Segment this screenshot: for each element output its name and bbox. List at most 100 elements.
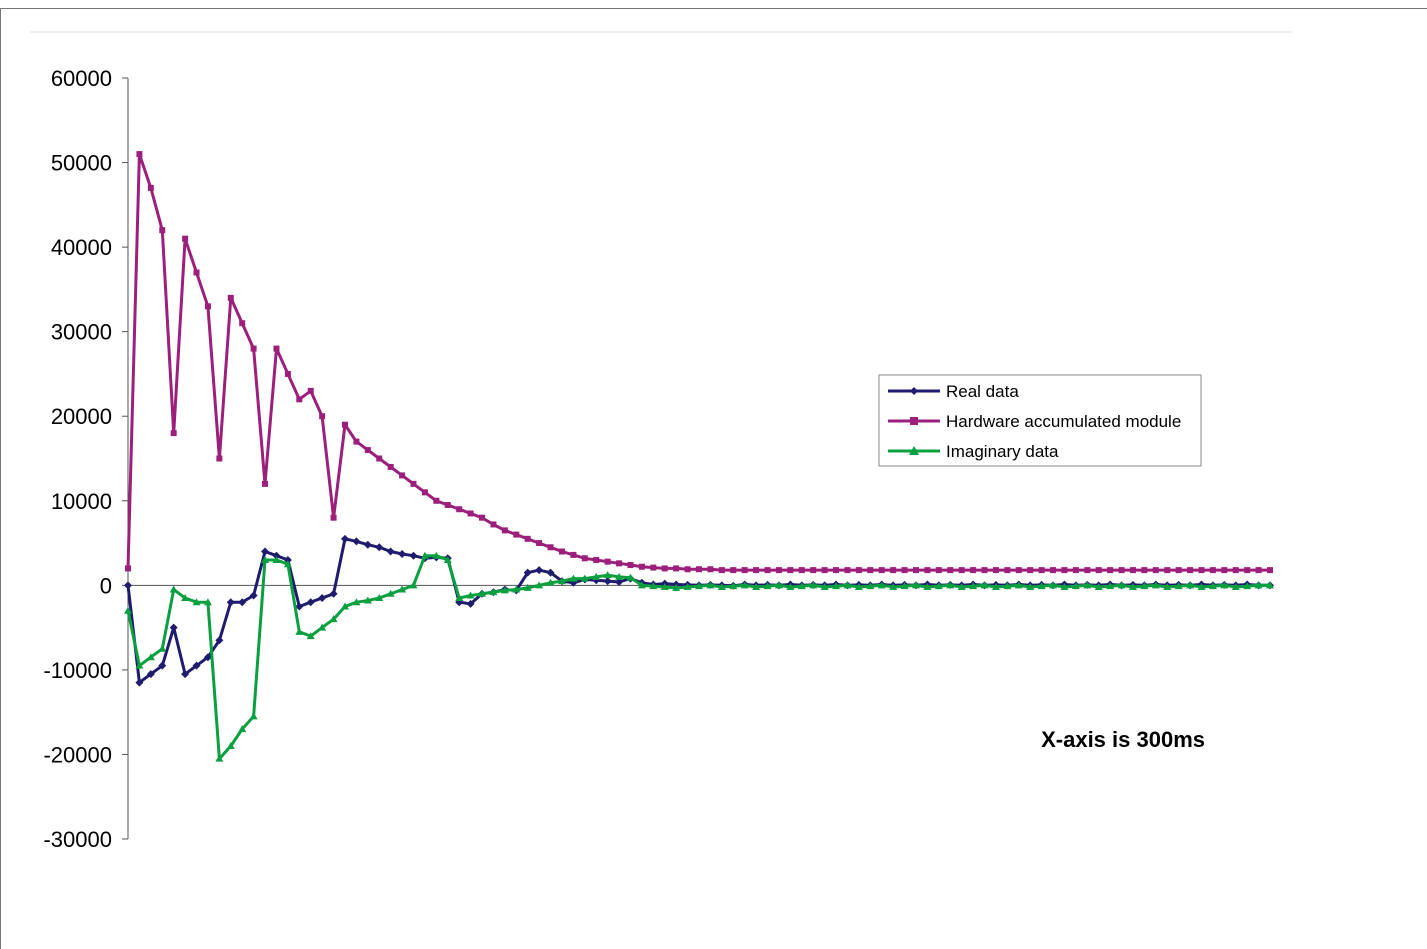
data-point — [215, 754, 224, 762]
data-point — [478, 589, 487, 597]
legend-item: Hardware accumulated module — [888, 412, 1181, 431]
data-point — [124, 606, 132, 614]
data-point — [318, 594, 327, 603]
data-point — [604, 558, 611, 565]
data-point — [661, 565, 668, 572]
data-point — [707, 566, 714, 573]
data-point — [901, 567, 908, 574]
data-point — [683, 583, 692, 591]
data-point — [192, 598, 201, 606]
data-point — [124, 581, 132, 590]
data-point — [261, 555, 270, 563]
data-point — [146, 670, 155, 679]
data-point — [1221, 567, 1228, 574]
data-point — [923, 583, 932, 591]
data-point — [249, 712, 258, 720]
data-point — [1186, 581, 1195, 589]
y-tick-label: 30000 — [51, 320, 112, 345]
data-point — [284, 370, 291, 377]
data-point — [1267, 567, 1273, 574]
data-point — [981, 567, 988, 574]
x-axis-note: X-axis is 300ms — [1041, 727, 1205, 752]
data-point — [958, 567, 965, 574]
data-point — [672, 583, 681, 591]
data-point — [1175, 567, 1182, 574]
data-point — [832, 582, 841, 590]
data-point — [603, 577, 612, 586]
data-point — [353, 438, 360, 445]
data-point — [1094, 583, 1103, 591]
data-point — [169, 585, 178, 593]
data-point — [215, 636, 224, 645]
data-point — [433, 497, 440, 504]
data-point — [146, 653, 155, 661]
legend-label: Real data — [946, 382, 1019, 401]
data-point — [1243, 582, 1252, 590]
data-point — [1014, 581, 1023, 589]
data-point — [970, 567, 977, 574]
data-point — [684, 566, 691, 573]
data-point — [536, 540, 543, 547]
data-point — [386, 547, 395, 556]
data-point — [558, 548, 565, 555]
series-line — [126, 152, 1270, 572]
y-tick-label: 40000 — [51, 235, 112, 260]
y-tick-label: 50000 — [51, 151, 112, 176]
data-point — [1003, 582, 1012, 590]
data-point — [843, 581, 852, 589]
data-point — [1083, 581, 1092, 589]
data-point — [1071, 582, 1080, 590]
data-point — [1163, 583, 1172, 591]
data-point — [911, 581, 920, 589]
data-point — [660, 583, 669, 591]
data-point — [203, 598, 212, 606]
data-point — [1128, 583, 1137, 591]
data-point — [181, 670, 190, 679]
data-point — [924, 567, 931, 574]
data-point — [341, 421, 348, 428]
y-tick-label: -10000 — [43, 658, 112, 683]
data-point — [159, 227, 166, 234]
data-point — [821, 567, 828, 574]
data-point — [1049, 581, 1058, 589]
data-point — [741, 567, 748, 574]
data-point — [1060, 583, 1069, 591]
data-point — [1037, 582, 1046, 590]
data-point — [1038, 567, 1045, 574]
data-point — [592, 572, 601, 580]
data-point — [262, 480, 269, 487]
data-point — [444, 502, 451, 509]
data-point — [1084, 567, 1091, 574]
data-point — [1266, 581, 1274, 589]
data-point — [340, 534, 349, 543]
data-point — [490, 521, 497, 528]
data-point — [296, 396, 303, 403]
data-point — [1244, 567, 1251, 574]
data-point — [421, 489, 428, 496]
data-point — [456, 506, 463, 513]
data-point — [238, 725, 247, 733]
y-axis: 60000 50000 40000 30000 20000 10000 0 -10000 -20… — [43, 66, 129, 852]
data-point — [443, 555, 452, 563]
series-imaginary-data — [124, 551, 1274, 762]
data-point — [1254, 581, 1263, 589]
data-point — [729, 582, 738, 590]
data-point — [706, 581, 715, 589]
data-point — [1095, 567, 1102, 574]
y-tick-label: 10000 — [51, 489, 112, 514]
data-point — [1209, 567, 1216, 574]
data-point — [420, 551, 429, 559]
data-point — [1152, 567, 1159, 574]
outer-frame — [0, 8, 1427, 949]
data-point — [1140, 582, 1149, 590]
data-point — [1174, 582, 1183, 590]
data-point — [717, 583, 726, 591]
data-point — [1106, 582, 1115, 590]
data-point — [226, 598, 235, 607]
data-point — [135, 661, 144, 669]
data-point — [637, 581, 646, 589]
data-point — [329, 615, 338, 623]
data-point — [854, 583, 863, 591]
data-point — [375, 594, 384, 602]
data-point — [523, 583, 532, 591]
